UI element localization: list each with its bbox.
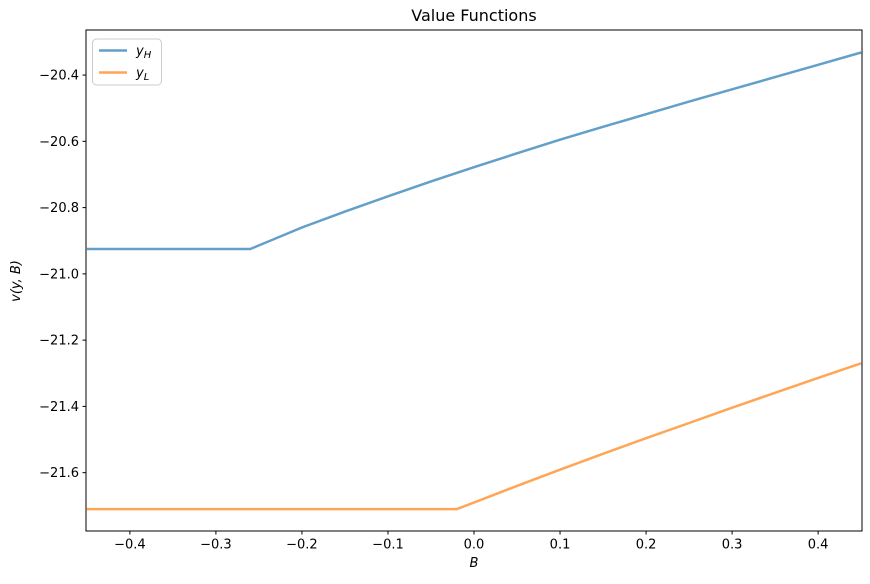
x-tick-label: 0.3 [722, 538, 743, 553]
x-tick-label: 0.0 [464, 538, 485, 553]
y-tick-label: −21.6 [39, 466, 79, 481]
x-axis-label: B [470, 556, 479, 571]
x-axis-ticks: −0.4 −0.3 −0.2 −0.1 0.0 0.1 0.2 0.3 0.4 [114, 531, 828, 553]
y-tick-label: −21.4 [39, 400, 79, 415]
x-tick-label: 0.1 [550, 538, 571, 553]
chart-title: Value Functions [411, 6, 536, 25]
y-axis-ticks: −20.4 −20.6 −20.8 −21.0 −21.2 −21.4 −21.6 [39, 69, 86, 481]
y-tick-label: −20.6 [39, 135, 79, 150]
legend-box [92, 38, 162, 86]
legend-label-subscript: L [144, 72, 150, 83]
x-tick-label: 0.4 [808, 538, 829, 553]
x-tick-label: 0.2 [636, 538, 657, 553]
x-tick-label: −0.4 [114, 538, 146, 553]
y-tick-label: −20.8 [39, 201, 79, 216]
y-tick-label: −21.2 [39, 334, 79, 349]
y-axis-label: v(y, B) [9, 260, 24, 302]
x-tick-label: −0.2 [286, 538, 318, 553]
y-tick-label: −20.4 [39, 69, 79, 84]
x-tick-label: −0.1 [372, 538, 404, 553]
legend-label-subscript: H [144, 50, 152, 61]
series-line-y_H [86, 51, 862, 251]
x-tick-label: −0.3 [200, 538, 232, 553]
series-group [86, 51, 862, 511]
y-tick-label: −21.0 [39, 267, 79, 282]
plot-area [86, 30, 862, 531]
series-line-y_L [86, 362, 862, 511]
